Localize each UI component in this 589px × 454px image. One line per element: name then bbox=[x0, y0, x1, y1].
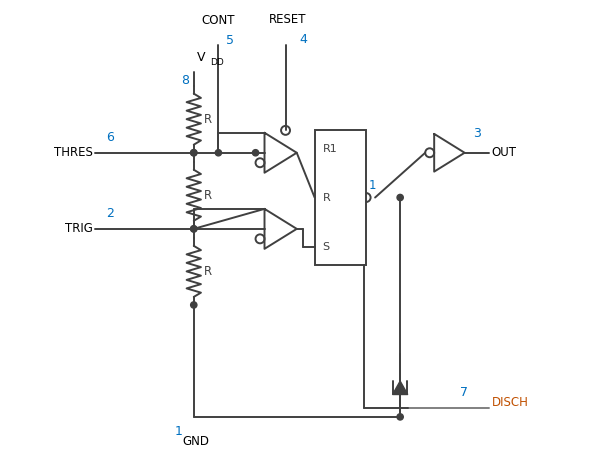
Text: 7: 7 bbox=[460, 386, 468, 399]
Text: 4: 4 bbox=[299, 33, 307, 46]
Text: GND: GND bbox=[183, 435, 210, 448]
Text: 1: 1 bbox=[175, 425, 183, 438]
Text: DISCH: DISCH bbox=[491, 395, 528, 409]
Text: THRES: THRES bbox=[54, 146, 93, 159]
Text: 3: 3 bbox=[474, 127, 481, 140]
Text: 8: 8 bbox=[181, 74, 189, 88]
Text: V: V bbox=[197, 51, 206, 64]
Text: R1: R1 bbox=[323, 144, 337, 154]
Circle shape bbox=[191, 150, 197, 156]
Bar bbox=[315, 130, 366, 265]
Text: 1: 1 bbox=[368, 179, 376, 192]
Text: TRIG: TRIG bbox=[65, 222, 93, 235]
Circle shape bbox=[191, 150, 197, 156]
Text: 5: 5 bbox=[226, 34, 234, 47]
Text: 6: 6 bbox=[107, 131, 114, 144]
Text: R: R bbox=[204, 189, 212, 202]
Text: R: R bbox=[204, 113, 212, 126]
Text: CONT: CONT bbox=[201, 15, 235, 27]
Text: OUT: OUT bbox=[491, 146, 517, 159]
Circle shape bbox=[191, 226, 197, 232]
Circle shape bbox=[397, 414, 403, 420]
Circle shape bbox=[191, 302, 197, 308]
Circle shape bbox=[397, 194, 403, 201]
Circle shape bbox=[191, 226, 197, 232]
Text: 2: 2 bbox=[107, 207, 114, 220]
Text: DD: DD bbox=[210, 58, 224, 67]
Polygon shape bbox=[392, 381, 408, 395]
Circle shape bbox=[215, 150, 221, 156]
Text: S: S bbox=[323, 242, 330, 252]
Text: R: R bbox=[323, 192, 330, 202]
Text: RESET: RESET bbox=[269, 13, 306, 26]
Text: R: R bbox=[204, 265, 212, 278]
Circle shape bbox=[253, 150, 259, 156]
